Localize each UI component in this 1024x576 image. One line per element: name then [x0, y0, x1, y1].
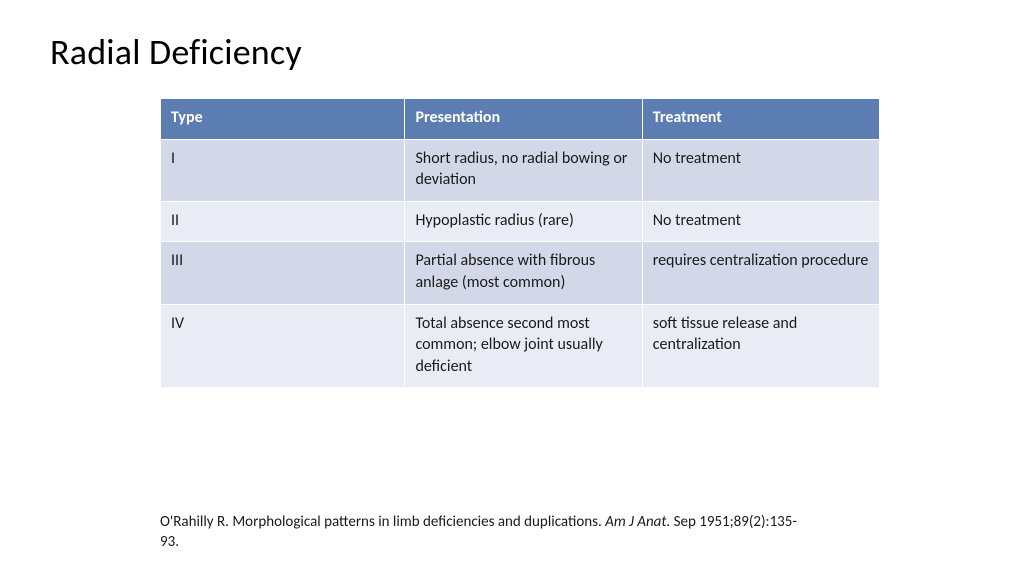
cell-type: I [161, 139, 405, 201]
table-header-row: Type Presentation Treatment [161, 99, 880, 140]
slide-title: Radial Deficiency [50, 30, 974, 74]
table-row: IV Total absence second most common; elb… [161, 304, 880, 388]
citation-journal: Am J Anat [605, 513, 666, 531]
classification-table: Type Presentation Treatment I Short radi… [160, 98, 880, 388]
table-container: Type Presentation Treatment I Short radi… [160, 98, 924, 388]
cell-treatment: requires centralization procedure [642, 242, 879, 304]
column-header-type: Type [161, 99, 405, 140]
cell-presentation: Total absence second most common; elbow … [405, 304, 642, 388]
cell-type: IV [161, 304, 405, 388]
slide: Radial Deficiency Type Presentation Trea… [0, 0, 1024, 576]
column-header-presentation: Presentation [405, 99, 642, 140]
cell-presentation: Partial absence with fibrous anlage (mos… [405, 242, 642, 304]
cell-presentation: Short radius, no radial bowing or deviat… [405, 139, 642, 201]
cell-treatment: soft tissue release and centralization [642, 304, 879, 388]
table-row: III Partial absence with fibrous anlage … [161, 242, 880, 304]
cell-presentation: Hypoplastic radius (rare) [405, 201, 642, 242]
table-row: II Hypoplastic radius (rare) No treatmen… [161, 201, 880, 242]
cell-type: II [161, 201, 405, 242]
citation: O'Rahilly R. Morphological patterns in l… [160, 512, 800, 553]
table-row: I Short radius, no radial bowing or devi… [161, 139, 880, 201]
cell-treatment: No treatment [642, 201, 879, 242]
citation-prefix: O'Rahilly R. Morphological patterns in l… [160, 513, 605, 531]
column-header-treatment: Treatment [642, 99, 879, 140]
cell-treatment: No treatment [642, 139, 879, 201]
cell-type: III [161, 242, 405, 304]
